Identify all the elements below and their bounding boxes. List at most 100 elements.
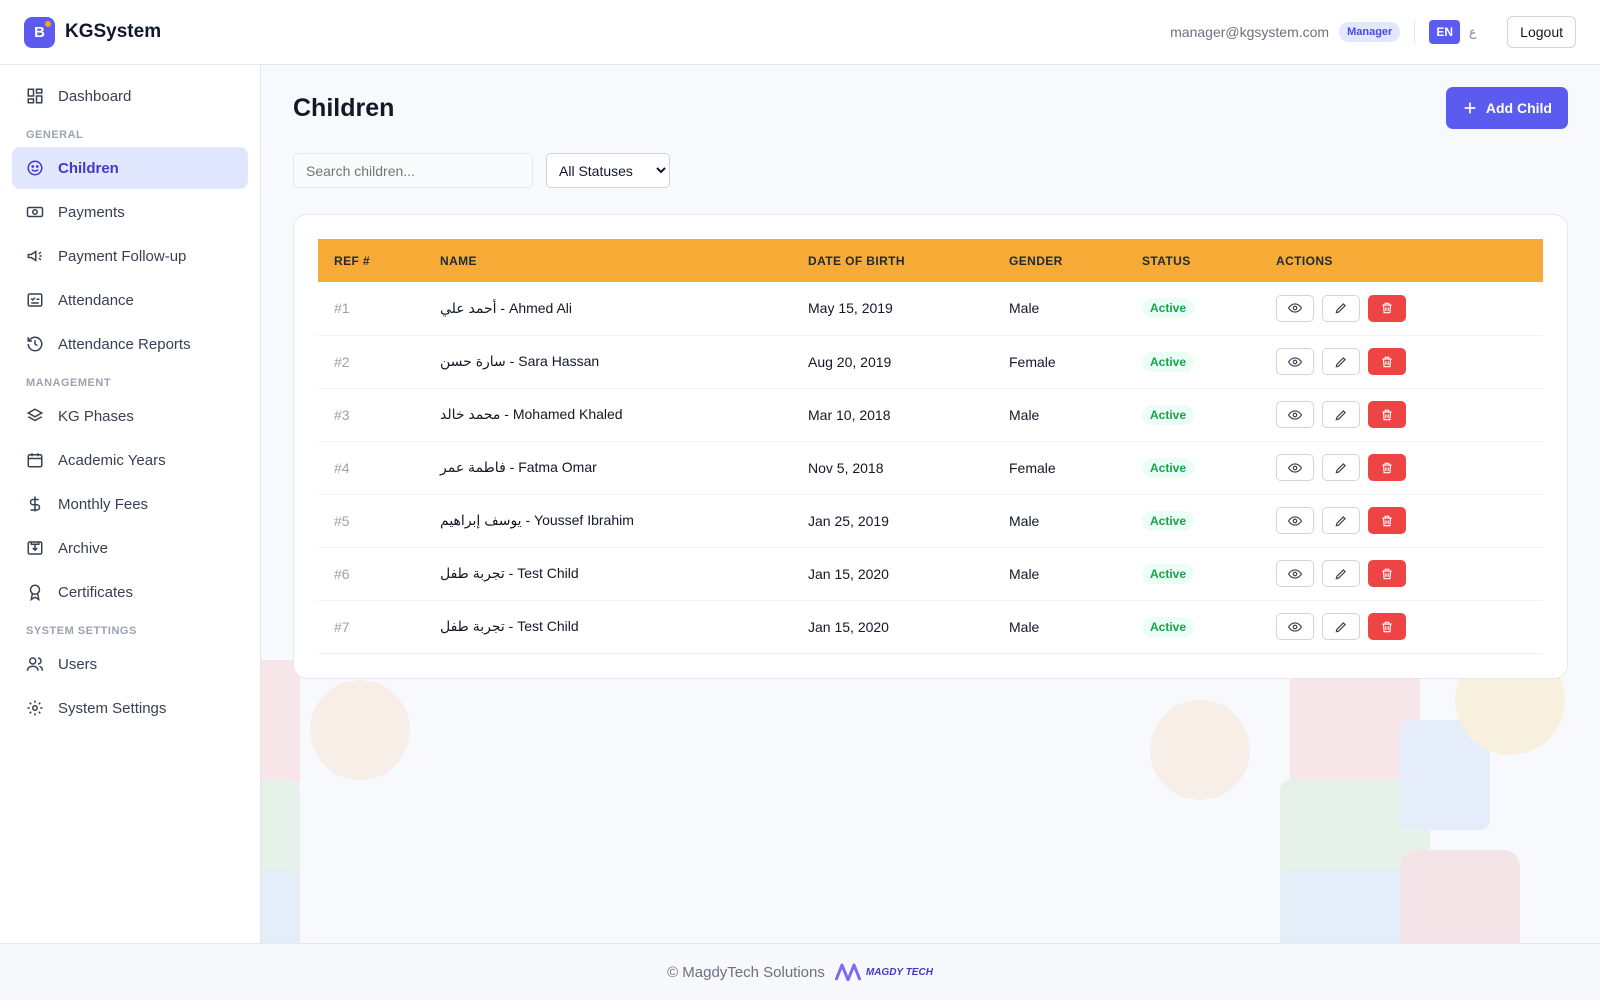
- cell-actions: [1260, 388, 1543, 442]
- sidebar-item-label: Academic Years: [58, 451, 166, 469]
- delete-button[interactable]: [1368, 560, 1406, 587]
- table-body: #1 أحمد علي - Ahmed Ali May 15, 2019 Male Ac…: [318, 282, 1543, 654]
- sidebar-item-archive[interactable]: Archive: [12, 527, 248, 569]
- status-badge: Active: [1142, 404, 1195, 425]
- award-icon: [29, 584, 41, 601]
- history-icon: [27, 336, 43, 352]
- sidebar-item-kg-phases[interactable]: KG Phases: [12, 395, 248, 437]
- sidebar-item-attendance[interactable]: Attendance: [12, 279, 248, 321]
- sidebar-item-payments[interactable]: Payments: [12, 191, 248, 233]
- cell-status: Active: [1126, 282, 1260, 336]
- footer: © MagdyTech Solutions MAGDY TECH: [0, 943, 1600, 1000]
- sidebar-section-management: MANAGEMENT: [26, 377, 112, 389]
- lang-ar-button[interactable]: ع: [1462, 20, 1483, 44]
- status-filter-select[interactable]: All Statuses: [546, 153, 670, 188]
- delete-button[interactable]: [1368, 294, 1406, 322]
- brand-name: KGSystem: [65, 21, 162, 42]
- column-header-actions: ACTIONS: [1276, 253, 1333, 268]
- sidebar-item-children[interactable]: Children: [12, 147, 248, 189]
- table-row[interactable]: #5 يوسف إبراهيم - Youssef Ibrahim Jan 25, …: [318, 494, 1543, 548]
- add-child-label: Add Child: [1485, 100, 1552, 116]
- view-button[interactable]: [1276, 454, 1314, 481]
- table-row[interactable]: #6 تجربة طفل - Test Child Jan 15, 2020 Male…: [318, 547, 1543, 601]
- delete-button[interactable]: [1368, 507, 1406, 534]
- cell-actions: [1260, 494, 1543, 548]
- cell-status: Active: [1126, 335, 1260, 389]
- edit-button[interactable]: [1322, 613, 1360, 640]
- archive-icon: [27, 541, 43, 555]
- edit-button[interactable]: [1322, 294, 1360, 322]
- edit-button[interactable]: [1322, 401, 1360, 428]
- table-row[interactable]: #1 أحمد علي - Ahmed Ali May 15, 2019 Male Ac…: [318, 282, 1543, 336]
- edit-button[interactable]: [1322, 348, 1360, 375]
- user-email: manager@kgsystem.com: [1170, 24, 1330, 40]
- view-button[interactable]: [1276, 348, 1314, 375]
- sidebar-item-system-settings[interactable]: System Settings: [12, 687, 248, 729]
- add-child-button[interactable]: Add Child: [1445, 87, 1568, 129]
- header-user-area: manager@kgsystem.com Manager EN ع Logout: [1170, 16, 1576, 48]
- lang-en-button[interactable]: EN: [1429, 20, 1460, 44]
- table-row[interactable]: #2 سارة حسن - Sara Hassan Aug 20, 2019 Fema…: [318, 335, 1543, 389]
- edit-button[interactable]: [1322, 560, 1360, 587]
- status-badge: Active: [1142, 563, 1195, 584]
- cell-dob: Jan 15, 2020: [792, 547, 993, 601]
- page-title: Children: [293, 93, 395, 122]
- plus-icon: [1464, 102, 1476, 114]
- sidebar-item-label: Attendance: [58, 291, 134, 309]
- column-header-dob[interactable]: DATE OF BIRTH: [808, 253, 905, 268]
- table-row[interactable]: #3 محمد خالد - Mohamed Khaled Mar 10, 2018…: [318, 388, 1543, 442]
- view-button[interactable]: [1276, 507, 1314, 534]
- cell-dob: Jan 15, 2020: [792, 600, 993, 654]
- top-header: B KGSystem manager@kgsystem.com Manager …: [0, 0, 1600, 65]
- cell-ref: #4: [318, 441, 424, 495]
- delete-button[interactable]: [1368, 613, 1406, 640]
- role-badge: Manager: [1339, 22, 1401, 42]
- edit-button[interactable]: [1322, 507, 1360, 534]
- cell-ref: #2: [318, 335, 424, 389]
- cell-name: أحمد علي - Ahmed Ali: [424, 282, 792, 336]
- column-header-status[interactable]: STATUS: [1142, 253, 1191, 268]
- sidebar-item-monthly-fees[interactable]: Monthly Fees: [12, 483, 248, 525]
- sidebar-item-attendance-reports[interactable]: Attendance Reports: [12, 323, 248, 365]
- sidebar-item-dashboard[interactable]: Dashboard: [12, 75, 248, 117]
- sidebar-item-payment-followup[interactable]: Payment Follow-up: [12, 235, 248, 277]
- main-content: Children Add Child All Statuses REF # NA…: [261, 65, 1600, 943]
- delete-button[interactable]: [1368, 454, 1406, 481]
- search-input[interactable]: [293, 153, 533, 188]
- view-button[interactable]: [1276, 401, 1314, 428]
- view-button[interactable]: [1276, 294, 1314, 322]
- sidebar-item-academic-years[interactable]: Academic Years: [12, 439, 248, 481]
- view-button[interactable]: [1276, 560, 1314, 587]
- cell-status: Active: [1126, 494, 1260, 548]
- table-row[interactable]: #7 تجربة طفل - Test Child Jan 15, 2020 Male…: [318, 600, 1543, 654]
- cell-actions: [1260, 335, 1543, 389]
- brand[interactable]: B KGSystem: [24, 16, 162, 48]
- column-header-gender[interactable]: GENDER: [1009, 253, 1063, 268]
- delete-button[interactable]: [1368, 401, 1406, 428]
- cell-name: فاطمة عمر - Fatma Omar: [424, 441, 792, 495]
- megaphone-icon: [27, 250, 42, 262]
- table-row[interactable]: #4 فاطمة عمر - Fatma Omar Nov 5, 2018 Femal…: [318, 441, 1543, 495]
- sidebar-section-system-settings: SYSTEM SETTINGS: [26, 625, 137, 637]
- calendar-icon: [27, 453, 43, 468]
- row-actions: [1276, 294, 1527, 322]
- column-header-ref[interactable]: REF #: [334, 253, 371, 268]
- status-badge: Active: [1142, 616, 1195, 637]
- sidebar-item-users[interactable]: Users: [12, 643, 248, 685]
- column-header-name[interactable]: NAME: [440, 253, 477, 268]
- magdytech-logo-text: MAGDY TECH: [865, 966, 933, 978]
- view-button[interactable]: [1276, 613, 1314, 640]
- cell-actions: [1260, 600, 1543, 654]
- cell-ref: #6: [318, 547, 424, 601]
- magdytech-logo[interactable]: MAGDY TECH: [834, 963, 933, 981]
- cell-gender: Male: [993, 388, 1126, 442]
- edit-button[interactable]: [1322, 454, 1360, 481]
- brand-logo-letter: B: [34, 23, 45, 41]
- logout-button[interactable]: Logout: [1507, 16, 1576, 48]
- sidebar-item-label: Attendance Reports: [58, 335, 191, 353]
- cell-ref: #7: [318, 600, 424, 654]
- delete-button[interactable]: [1368, 348, 1406, 375]
- sidebar-item-certificates[interactable]: Certificates: [12, 571, 248, 613]
- eye-icon: [1288, 621, 1302, 632]
- row-actions: [1276, 348, 1527, 375]
